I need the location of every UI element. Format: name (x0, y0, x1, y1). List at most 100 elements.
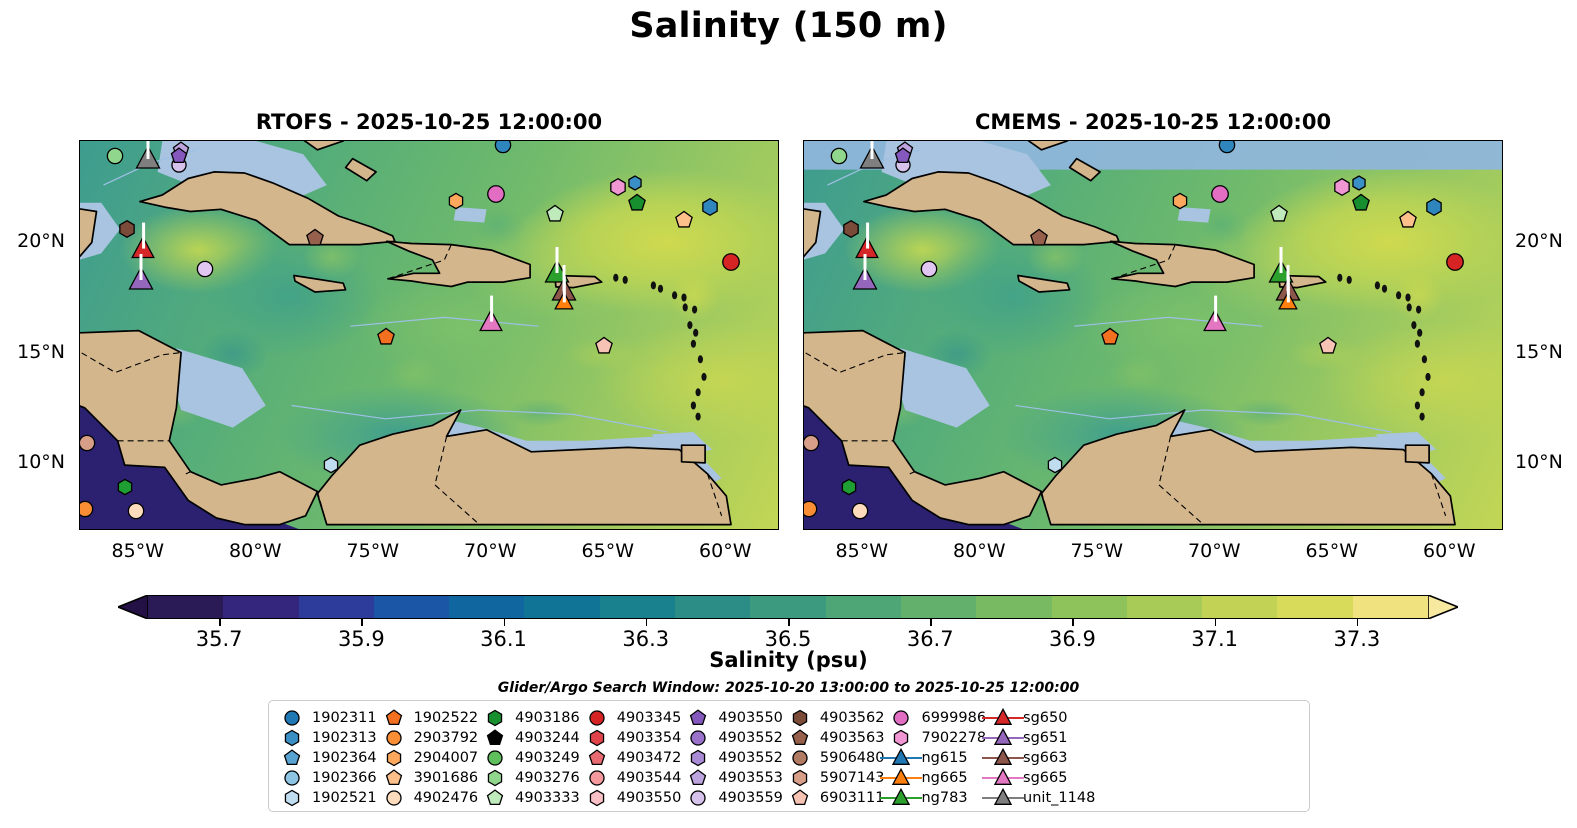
map-marker-1902521[interactable] (1045, 455, 1065, 475)
map-marker-4903276[interactable] (105, 146, 126, 167)
legend-item[interactable]: 4903472 (580, 748, 681, 768)
legend-item[interactable]: 1902313 (275, 728, 377, 748)
map-marker-4902476[interactable] (126, 501, 147, 522)
legend-item[interactable]: 4903552 (681, 748, 783, 768)
legend-item[interactable]: sg651 (982, 727, 1095, 748)
map-marker-4903552c[interactable] (194, 258, 215, 279)
legend-item[interactable]: 5907143 (783, 768, 884, 788)
map-marker-4903550p[interactable] (169, 146, 189, 166)
map-marker-3901686[interactable] (1397, 210, 1418, 231)
legend-item[interactable]: 4903276 (478, 768, 580, 788)
legend-item[interactable]: 1902311 (275, 708, 377, 728)
legend-item[interactable]: 1902522 (377, 708, 478, 728)
map-marker-sg650[interactable] (855, 223, 880, 262)
map-marker-4903333[interactable] (544, 203, 565, 224)
map-marker-1902311[interactable] (699, 196, 720, 217)
legend-item[interactable]: 4903552 (681, 728, 783, 748)
legend-item[interactable]: 4903244 (478, 728, 580, 748)
legend-item[interactable]: 1902364 (275, 748, 377, 768)
map-marker-4903345[interactable] (720, 251, 742, 273)
legend-item[interactable]: 1902521 (275, 788, 377, 808)
map-marker-4903550p[interactable] (893, 146, 913, 166)
map-rtofs[interactable] (79, 140, 779, 530)
legend-item[interactable]: sg665 (982, 767, 1095, 788)
map-marker-1902311[interactable] (1423, 196, 1444, 217)
map-cmems[interactable] (803, 140, 1503, 530)
map-marker-4903562[interactable] (840, 219, 861, 240)
legend-item[interactable]: 4903544 (580, 768, 681, 788)
map-marker-4902476[interactable] (850, 501, 871, 522)
legend-item[interactable]: ng615 (880, 747, 986, 768)
map-marker-6903111[interactable] (593, 335, 614, 356)
map-marker-sg651[interactable] (128, 253, 154, 293)
legend-item[interactable]: 2904007 (377, 748, 478, 768)
legend-item[interactable]: 4903550 (681, 708, 783, 728)
legend-item[interactable]: 4903563 (783, 728, 885, 748)
map-marker-1902522[interactable] (375, 327, 396, 348)
legend-item[interactable]: 4903345 (580, 708, 681, 728)
legend-item[interactable]: 4903550 (580, 788, 681, 808)
legend-item[interactable]: unit_1148 (982, 787, 1095, 808)
map-marker-5907143[interactable] (80, 432, 98, 453)
legend-item[interactable]: 4902476 (377, 788, 478, 808)
legend-item[interactable]: 4903354 (580, 728, 681, 748)
legend-item[interactable]: 4903553 (681, 768, 783, 788)
legend-item[interactable]: 3901686 (377, 768, 478, 788)
map-marker-sg665[interactable] (479, 295, 504, 334)
map-marker-7902278[interactable] (608, 177, 629, 198)
map-marker-4903563[interactable] (1028, 227, 1049, 248)
map-marker-1902313[interactable] (625, 173, 644, 192)
legend-item[interactable]: 1902366 (275, 768, 377, 788)
map-marker-1902366[interactable] (492, 141, 513, 156)
legend-item[interactable]: 6903111 (783, 788, 884, 808)
map-marker-4903563[interactable] (304, 227, 325, 248)
map-marker-6999986[interactable] (1209, 183, 1231, 205)
legend-item[interactable]: 2903792 (377, 728, 478, 748)
map-marker-4903186[interactable] (626, 192, 647, 213)
map-marker-4903186[interactable] (1350, 192, 1371, 213)
map-marker-unit_1148[interactable] (859, 141, 885, 172)
legend-item[interactable]: 4903562 (783, 708, 884, 728)
map-marker-ng665[interactable] (553, 275, 574, 312)
map-marker-sg665[interactable] (1203, 295, 1228, 334)
legend-item-label: sg651 (1023, 730, 1068, 746)
map-marker-1902521[interactable] (321, 455, 341, 475)
map-marker-1902313[interactable] (1349, 173, 1368, 192)
x-axis-tick (862, 529, 864, 530)
map-marker-4903345[interactable] (1444, 251, 1466, 273)
legend-item[interactable]: 4903559 (681, 788, 783, 808)
map-marker-ng665[interactable] (1277, 275, 1298, 312)
map-marker-4903552c[interactable] (918, 258, 939, 279)
map-marker-2904007[interactable] (446, 190, 466, 210)
map-marker-6999986[interactable] (485, 183, 507, 205)
map-marker-6903111[interactable] (1317, 335, 1338, 356)
legend-item[interactable]: 4903333 (478, 788, 580, 808)
map-marker-1902522[interactable] (1099, 327, 1120, 348)
map-marker-unit_1148[interactable] (135, 141, 161, 172)
legend-item[interactable]: 4903249 (478, 748, 580, 768)
map-marker-4903276[interactable] (829, 146, 850, 167)
map-marker-3901686[interactable] (673, 210, 694, 231)
map-marker-sg650[interactable] (131, 223, 156, 262)
map-marker-4903244[interactable] (115, 477, 135, 497)
map-marker-sg651[interactable] (852, 253, 878, 293)
legend-item[interactable]: 7902278 (884, 728, 986, 748)
map-marker-4903333[interactable] (1268, 203, 1289, 224)
legend-item-label: 4903563 (819, 730, 885, 746)
map-marker-5907143[interactable] (804, 432, 822, 453)
map-marker-4903562[interactable] (116, 219, 137, 240)
legend-item[interactable]: ng783 (880, 787, 986, 808)
map-marker-2903792[interactable] (80, 499, 95, 520)
legend-item[interactable]: 6999986 (884, 708, 986, 728)
map-marker-1902366[interactable] (1216, 141, 1237, 156)
map-marker-4903244[interactable] (839, 477, 859, 497)
map-marker-7902278[interactable] (1332, 177, 1353, 198)
legend-item[interactable]: sg663 (982, 747, 1095, 768)
legend-item[interactable]: 5906480 (783, 748, 884, 768)
legend-item[interactable]: sg650 (982, 707, 1095, 728)
legend-item[interactable]: 4903186 (478, 708, 580, 728)
map-marker-2904007[interactable] (1170, 190, 1190, 210)
map-marker-2903792[interactable] (804, 499, 819, 520)
colorbar-segment-15 (1277, 596, 1353, 618)
legend-item[interactable]: ng665 (880, 767, 986, 788)
